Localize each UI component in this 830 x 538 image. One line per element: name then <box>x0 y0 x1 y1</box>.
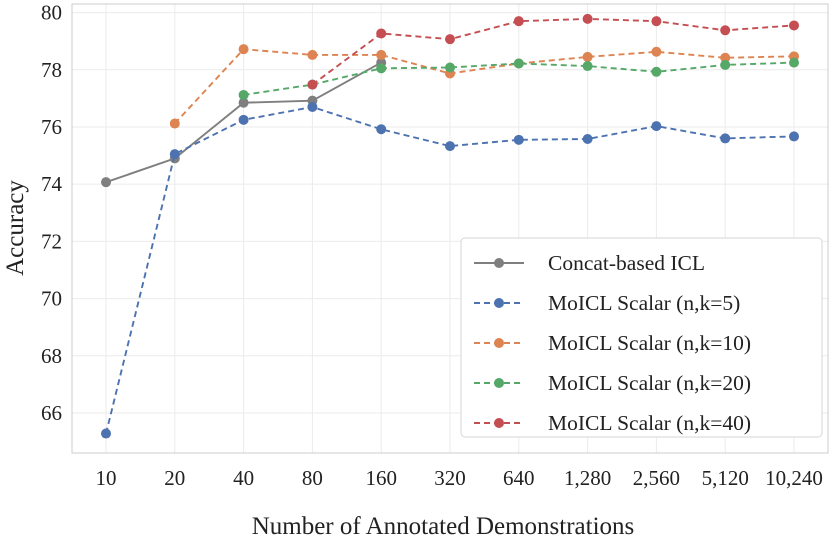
legend-marker <box>494 298 504 308</box>
legend-label: MoICL Scalar (n,k=5) <box>548 291 740 315</box>
data-point <box>376 28 387 39</box>
y-tick-label: 68 <box>41 344 62 368</box>
y-tick-label: 74 <box>41 172 63 196</box>
series-line <box>243 61 795 96</box>
x-tick-label: 2,560 <box>633 466 680 490</box>
y-tick-label: 80 <box>41 1 62 25</box>
data-point <box>376 49 387 60</box>
data-point <box>307 49 318 60</box>
data-point <box>513 16 524 27</box>
data-point <box>238 97 249 108</box>
legend-label: MoICL Scalar (n,k=20) <box>548 371 751 395</box>
data-point <box>307 101 318 112</box>
data-point <box>651 46 662 57</box>
data-point <box>376 124 387 135</box>
legend-label: Concat-based ICL <box>548 251 705 275</box>
data-point <box>169 118 180 129</box>
x-tick-label: 640 <box>503 466 535 490</box>
legend: Concat-based ICL MoICL Scalar (n,k=5) MoIC… <box>460 237 823 438</box>
legend-label: MoICL Scalar (n,k=40) <box>548 411 751 435</box>
x-tick-label: 40 <box>233 466 254 490</box>
y-tick-label: 70 <box>41 287 62 311</box>
legend-marker <box>494 378 504 388</box>
data-point <box>720 52 731 63</box>
y-tick-label: 66 <box>41 401 62 425</box>
data-point <box>101 177 111 188</box>
data-point <box>376 63 387 74</box>
data-point <box>445 62 455 73</box>
data-point <box>582 133 593 144</box>
data-point <box>582 13 593 24</box>
x-tick-label: 10 <box>96 466 117 490</box>
x-tick-label: 80 <box>302 466 323 490</box>
data-point <box>720 59 731 70</box>
x-tick-label: 10,240 <box>765 466 823 490</box>
series-line <box>311 17 795 86</box>
x-tick-label: 1,280 <box>564 466 611 490</box>
series-5 <box>307 13 799 90</box>
data-point <box>651 16 662 27</box>
data-point <box>445 34 455 45</box>
legend-label: MoICL Scalar (n,k=10) <box>548 331 751 355</box>
legend-marker <box>494 418 504 428</box>
y-tick-label: 72 <box>41 229 62 253</box>
y-tick-label: 78 <box>41 58 62 82</box>
data-point <box>101 428 111 439</box>
series-layer <box>101 13 799 439</box>
data-point <box>307 79 318 90</box>
series-2 <box>101 101 799 439</box>
data-point <box>582 61 593 72</box>
data-point <box>582 51 593 62</box>
data-point <box>651 121 662 132</box>
y-tick-label: 76 <box>41 115 62 139</box>
data-point <box>169 149 180 160</box>
tick-labels: 10 20 40 80 160 320 640 1,280 2,560 5,120 10,240 66… <box>41 1 823 490</box>
data-point <box>789 57 799 68</box>
data-point <box>513 134 524 145</box>
data-point <box>238 89 249 100</box>
data-point <box>238 44 249 55</box>
x-tick-label: 20 <box>164 466 185 490</box>
x-tick-label: 5,120 <box>702 466 749 490</box>
data-point <box>789 131 799 142</box>
data-point <box>720 25 731 36</box>
series-line <box>174 48 795 125</box>
y-axis-label: Accuracy <box>2 180 29 276</box>
legend-marker <box>494 258 504 268</box>
data-point <box>238 114 249 125</box>
data-point <box>513 58 524 69</box>
data-point <box>445 141 455 152</box>
legend-box <box>460 237 823 438</box>
data-point <box>789 20 799 31</box>
data-point <box>651 66 662 77</box>
plot-frame <box>71 3 829 454</box>
legend-marker <box>494 338 504 348</box>
x-tick-label: 160 <box>365 466 397 490</box>
x-axis-label: Number of Annotated Demonstrations <box>252 513 635 538</box>
x-tick-label: 320 <box>434 466 466 490</box>
data-point <box>720 133 731 144</box>
